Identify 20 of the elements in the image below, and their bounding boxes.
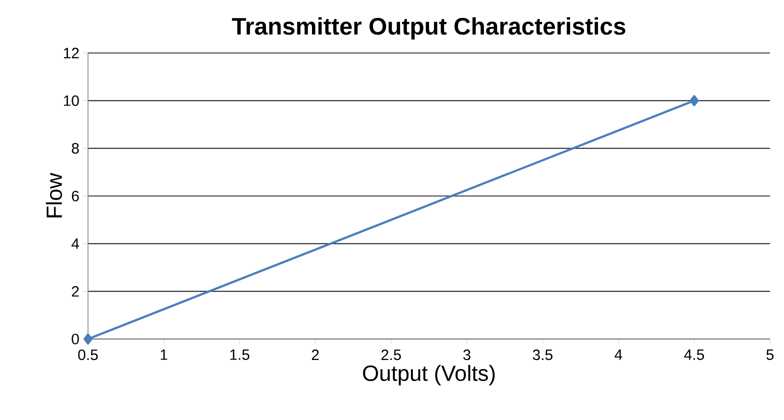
x-tick-label: 2.5	[381, 350, 401, 360]
y-tick-label: 0	[72, 334, 79, 344]
y-axis-title: Flow	[46, 172, 62, 218]
x-tick-label: 5	[766, 350, 774, 360]
y-tick-label: 10	[64, 95, 79, 106]
x-tick-label: 4	[614, 350, 622, 360]
x-tick-label: 0.5	[78, 350, 98, 360]
x-axis-title: Output (Volts)	[363, 364, 495, 386]
x-tick-label: 3	[463, 350, 470, 360]
y-tick-label: 2	[72, 286, 79, 297]
x-tick-label: 3.5	[532, 350, 552, 360]
x-tick-label: 1.5	[230, 350, 250, 360]
y-tick-label: 4	[72, 238, 80, 249]
x-tick-label: 2	[312, 350, 319, 360]
y-tick-label: 8	[72, 143, 79, 154]
x-tick-label: 1	[160, 350, 168, 360]
chart-title: Transmitter Output Characteristics	[232, 17, 626, 40]
x-tick-label: 4.5	[684, 350, 704, 360]
y-tick-label: 6	[72, 190, 79, 202]
y-tick-label: 12	[64, 48, 79, 58]
